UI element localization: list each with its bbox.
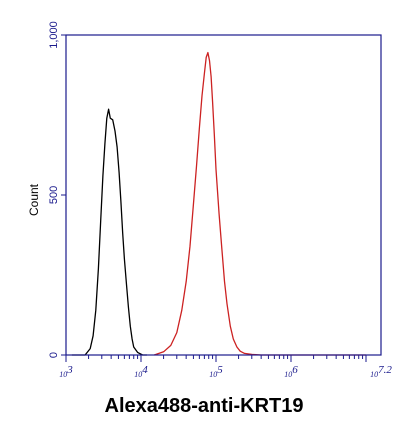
x-tick-base: 10 (209, 370, 217, 379)
x-tick-exponent: 5 (217, 364, 223, 376)
y-tick-label: 1,000 (48, 21, 60, 49)
x-tick-exponent: 6 (292, 364, 298, 376)
y-axis-label: Count (27, 183, 41, 216)
x-tick-base: 10 (134, 370, 142, 379)
x-tick-label: 107.2 (370, 364, 392, 379)
x-tick-label: 103 (59, 364, 73, 379)
x-tick-base: 10 (370, 370, 378, 379)
x-tick-label: 104 (134, 364, 148, 379)
y-tick-label: 0 (48, 352, 60, 358)
x-tick-exponent: 4 (142, 364, 148, 376)
x-tick-exponent: 7.2 (378, 364, 392, 376)
x-tick-label: 106 (284, 364, 298, 379)
x-axis-title: Alexa488-anti-KRT19 (104, 395, 304, 417)
plot-frame (65, 34, 382, 356)
x-tick-exponent: 3 (66, 364, 73, 376)
y-tick-label: 500 (48, 186, 60, 204)
x-tick-base: 10 (59, 370, 67, 379)
stained-histogram-line (153, 51, 366, 356)
series-group (71, 51, 366, 356)
y-ticks: 0 500 1,000 (48, 21, 66, 358)
x-tick-base: 10 (284, 370, 292, 379)
x-ticks: 103 104 105 106 107.2 (59, 355, 392, 379)
control-histogram-line (71, 108, 147, 356)
x-tick-label: 105 (209, 364, 223, 379)
